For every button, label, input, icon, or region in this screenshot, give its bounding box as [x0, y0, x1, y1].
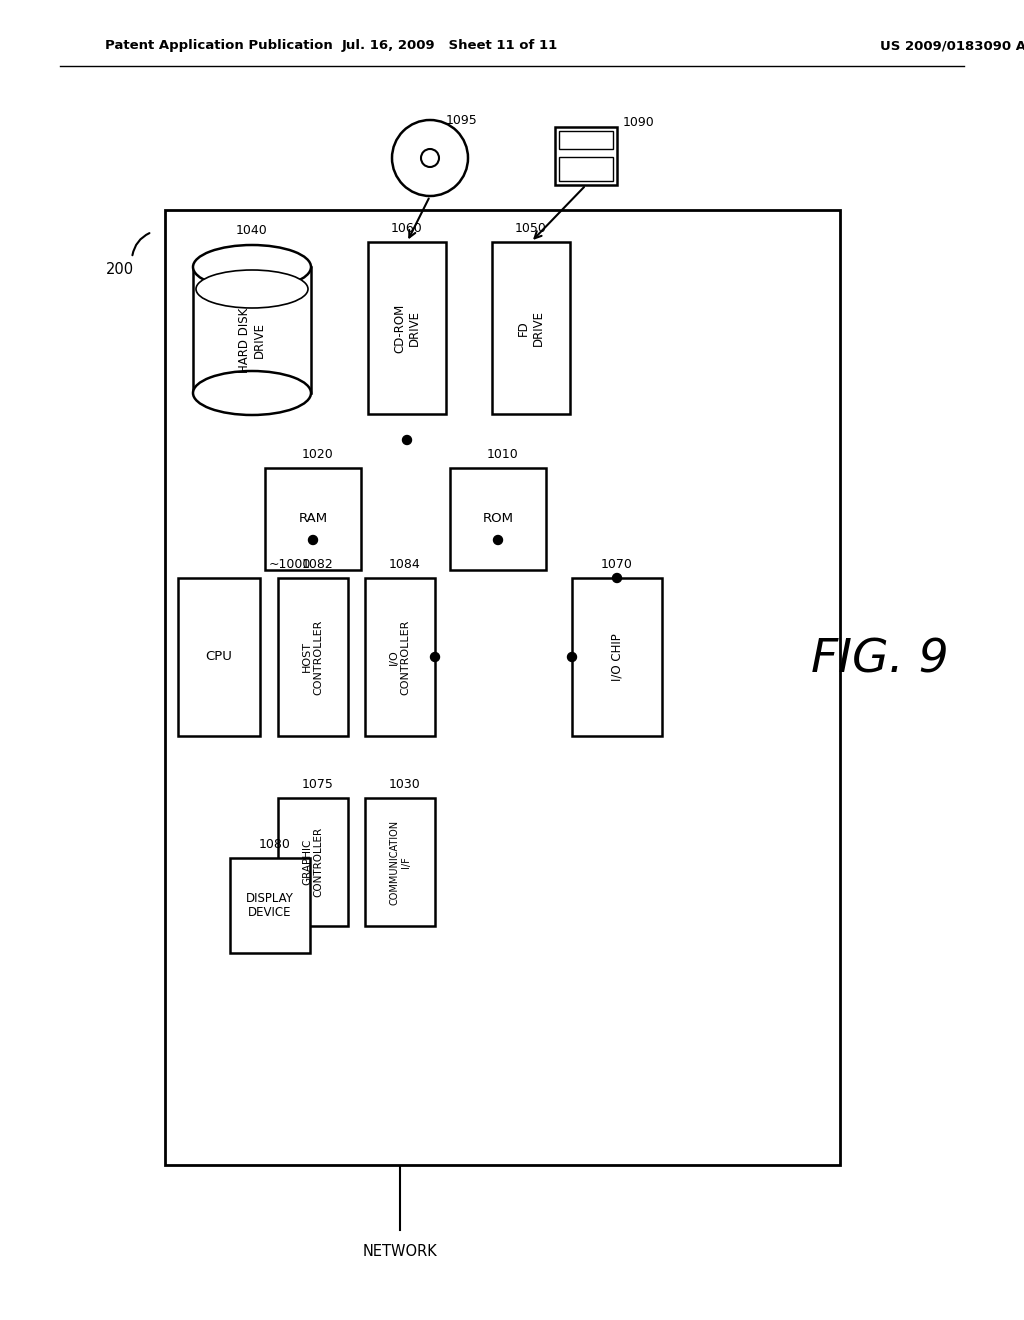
Bar [278, 578, 348, 737]
Text: 1020: 1020 [302, 447, 334, 461]
Text: HARD DISK
DRIVE: HARD DISK DRIVE [238, 308, 266, 372]
Circle shape [612, 573, 622, 582]
Ellipse shape [196, 271, 308, 308]
Text: Patent Application Publication: Patent Application Publication [105, 40, 333, 53]
Circle shape [430, 652, 439, 661]
Text: 1070: 1070 [601, 557, 633, 570]
Text: US 2009/0183090 A1: US 2009/0183090 A1 [880, 40, 1024, 53]
Bar [365, 799, 435, 927]
Circle shape [494, 536, 503, 544]
Text: CD-ROM
DRIVE: CD-ROM DRIVE [393, 304, 421, 352]
Text: HOST
CONTROLLER: HOST CONTROLLER [302, 619, 324, 694]
Text: 1080: 1080 [259, 837, 291, 850]
Circle shape [402, 436, 412, 445]
Bar [368, 242, 446, 414]
Text: 1090: 1090 [624, 116, 655, 128]
Text: 1075: 1075 [302, 777, 334, 791]
Circle shape [567, 652, 577, 661]
Text: CPU: CPU [206, 651, 232, 664]
Circle shape [308, 536, 317, 544]
Text: 1030: 1030 [389, 777, 421, 791]
Bar [555, 127, 617, 185]
Text: RAM: RAM [298, 512, 328, 525]
Bar [572, 578, 662, 737]
Text: 200: 200 [105, 263, 134, 277]
Text: 1095: 1095 [446, 114, 478, 127]
Text: 1050: 1050 [515, 222, 547, 235]
Text: FIG. 9: FIG. 9 [811, 638, 949, 682]
Text: 1084: 1084 [389, 557, 421, 570]
Text: NETWORK: NETWORK [362, 1245, 437, 1259]
Bar [278, 799, 348, 927]
Bar [230, 858, 310, 953]
Text: ~1000: ~1000 [269, 557, 311, 570]
Ellipse shape [193, 371, 311, 414]
Text: I/O CHIP: I/O CHIP [610, 634, 624, 681]
Ellipse shape [193, 246, 311, 289]
Bar [559, 157, 613, 181]
Bar [178, 578, 260, 737]
Text: COMMUNICATION
I/F: COMMUNICATION I/F [389, 820, 411, 904]
Text: FD
DRIVE: FD DRIVE [517, 310, 545, 346]
Bar [193, 267, 311, 393]
Bar [265, 469, 361, 570]
Text: ROM: ROM [482, 512, 513, 525]
Bar [365, 578, 435, 737]
Bar [450, 469, 546, 570]
Text: 1040: 1040 [237, 224, 268, 238]
Text: 1082: 1082 [302, 557, 334, 570]
Text: I/O
CONTROLLER: I/O CONTROLLER [389, 619, 411, 694]
Bar [559, 131, 613, 149]
Text: 1010: 1010 [487, 447, 519, 461]
Text: DISPLAY
DEVICE: DISPLAY DEVICE [246, 891, 294, 920]
Bar [492, 242, 570, 414]
Text: Jul. 16, 2009   Sheet 11 of 11: Jul. 16, 2009 Sheet 11 of 11 [342, 40, 558, 53]
Text: 1060: 1060 [391, 222, 423, 235]
Bar [165, 210, 840, 1166]
Text: GRAPHIC
CONTROLLER: GRAPHIC CONTROLLER [302, 826, 324, 898]
